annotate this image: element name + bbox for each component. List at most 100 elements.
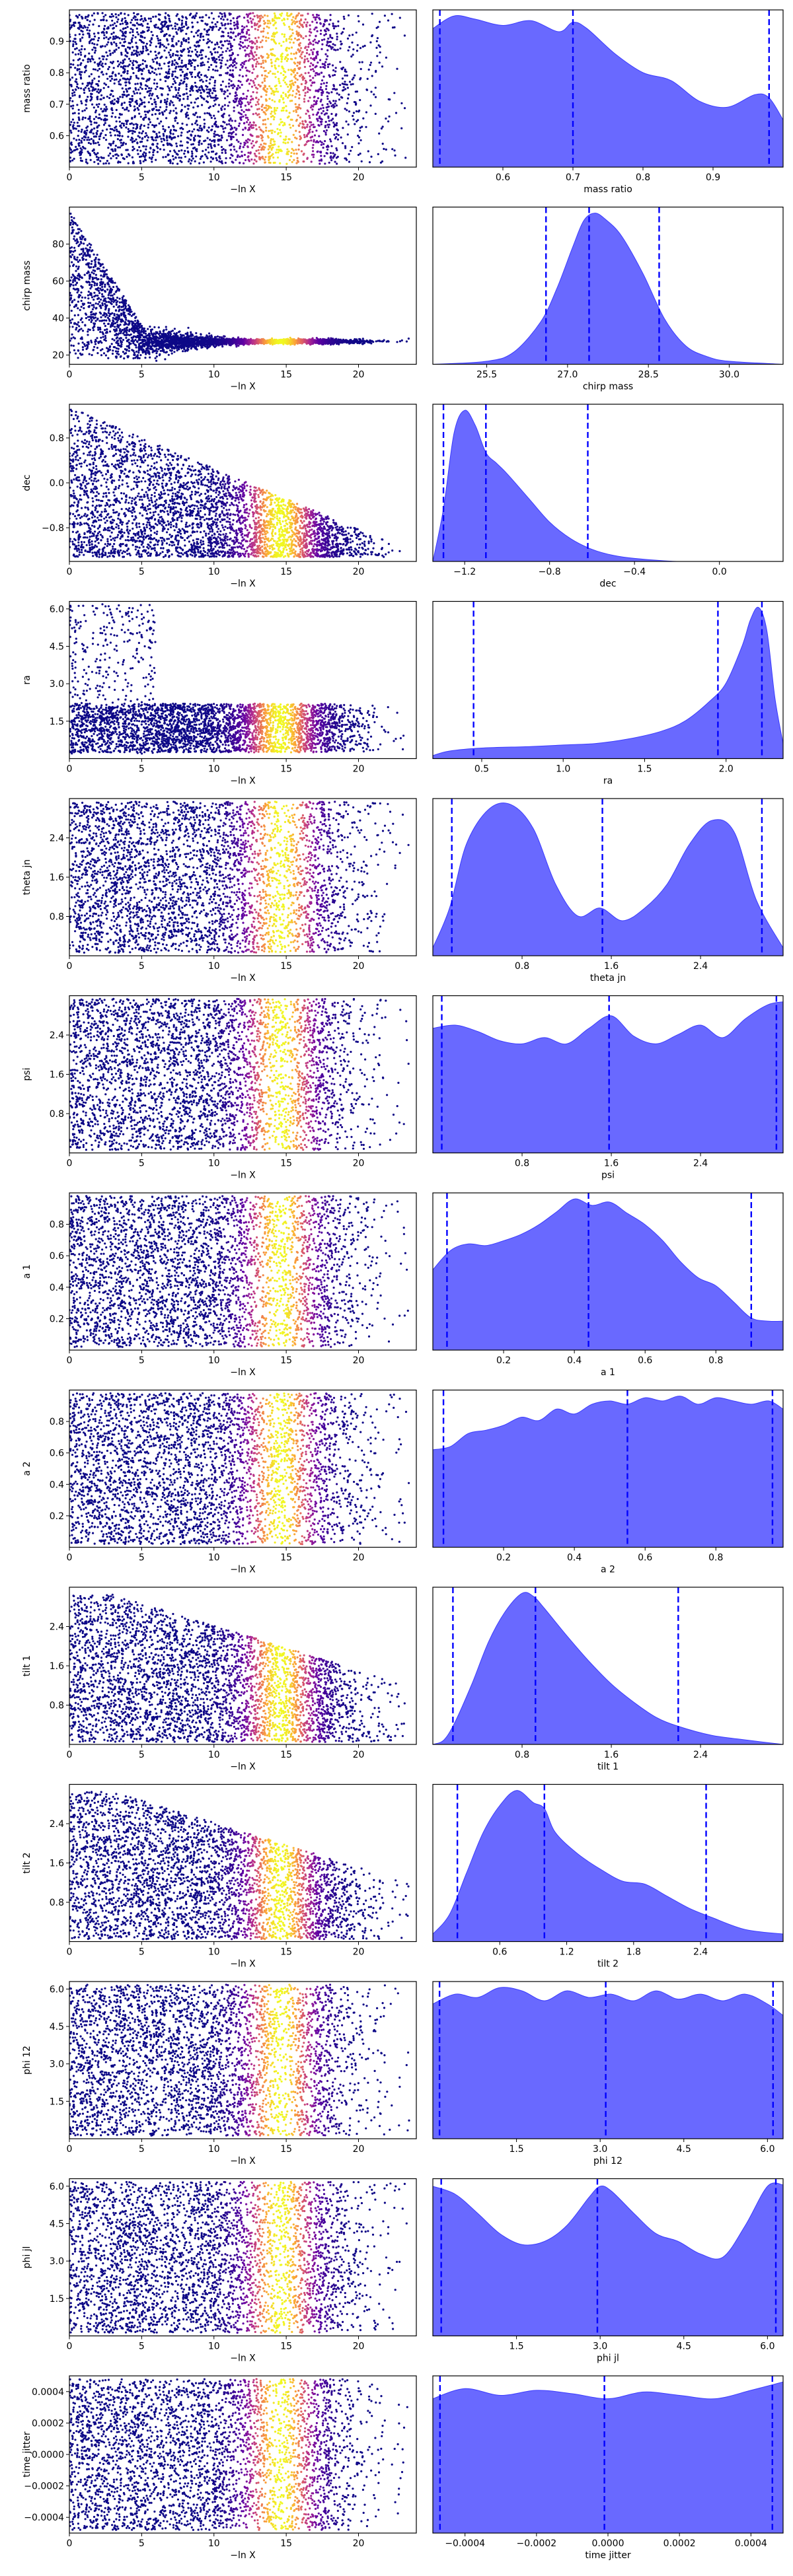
scatter-point (298, 50, 301, 53)
scatter-point (132, 59, 135, 62)
scatter-point (113, 22, 116, 24)
scatter-point (119, 324, 122, 326)
scatter-point (126, 21, 128, 24)
scatter-point (218, 74, 221, 77)
scatter-point (171, 155, 174, 157)
scatter-point (270, 116, 273, 118)
scatter-point (95, 122, 98, 124)
scatter-point (157, 109, 160, 112)
scatter-point (194, 14, 197, 17)
scatter-point (199, 116, 202, 118)
scatter-point (135, 60, 137, 63)
scatter-point (342, 127, 344, 129)
scatter-point (75, 269, 77, 272)
scatter-point (224, 15, 227, 18)
scatter-point (81, 118, 84, 121)
scatter-point (310, 31, 313, 34)
scatter-point (320, 158, 322, 161)
scatter-point (348, 153, 350, 155)
scatter-point (316, 118, 319, 120)
scatter-point (281, 33, 283, 36)
scatter-point (91, 48, 94, 51)
scatter-point (106, 54, 109, 57)
scatter-point (206, 95, 209, 98)
scatter-point (196, 64, 200, 67)
scatter-point (274, 131, 276, 133)
scatter-point (221, 24, 224, 26)
scatter-point (207, 61, 209, 63)
scatter-point (94, 135, 98, 138)
scatter-point (77, 144, 80, 147)
scatter-point (73, 235, 76, 238)
scatter-point (272, 156, 275, 159)
scatter-point (71, 100, 74, 102)
x-tick-label: 20 (353, 172, 365, 183)
scatter-point (110, 143, 112, 145)
scatter-point (181, 122, 184, 125)
scatter-point (122, 61, 125, 63)
scatter-point (169, 162, 172, 164)
scatter-point (156, 85, 159, 88)
scatter-point (323, 38, 326, 41)
scatter-point (262, 35, 264, 38)
scatter-point (89, 316, 91, 318)
scatter-point (93, 61, 96, 64)
scatter-point (165, 46, 168, 49)
scatter-point (89, 20, 91, 22)
scatter-point (287, 57, 289, 60)
scatter-point (88, 75, 91, 78)
scatter-point (284, 75, 287, 78)
scatter-point (217, 139, 220, 142)
scatter-point (148, 87, 151, 89)
scatter-point (231, 69, 235, 72)
scatter-point (236, 156, 239, 159)
scatter-point (260, 65, 262, 68)
scatter-point (297, 61, 299, 64)
scatter-point (308, 38, 311, 41)
scatter-point (344, 88, 347, 90)
scatter-point (112, 60, 114, 63)
scatter-point (344, 157, 348, 160)
scatter-point (111, 100, 114, 102)
scatter-point (247, 103, 250, 106)
scatter-point (235, 23, 237, 26)
scatter-point (145, 47, 148, 50)
scatter-point (151, 143, 154, 145)
scatter-point (79, 51, 82, 54)
scatter-point (78, 49, 81, 52)
scatter-point (115, 157, 118, 159)
scatter-point (282, 141, 285, 144)
scatter-point (71, 51, 74, 54)
scatter-point (297, 106, 300, 109)
scatter-point (254, 155, 257, 157)
scatter-point (297, 38, 300, 41)
scatter-point (102, 157, 105, 159)
scatter-point (315, 41, 317, 44)
scatter-point (169, 136, 171, 139)
scatter-point (116, 20, 119, 23)
scatter-point (308, 30, 311, 33)
scatter-point (270, 92, 273, 95)
scatter-point (190, 150, 194, 153)
scatter-point (184, 63, 188, 66)
scatter-point (122, 304, 125, 306)
scatter-point (297, 90, 300, 93)
scatter-point (129, 31, 132, 34)
scatter-point (255, 96, 258, 99)
scatter-point (85, 69, 87, 72)
scatter-point (134, 36, 137, 38)
scatter-point (355, 102, 358, 105)
scatter-point (198, 139, 201, 142)
scatter-point (334, 25, 336, 28)
scatter-point (109, 127, 112, 130)
scatter-point (261, 46, 264, 48)
scatter-point (86, 244, 89, 246)
scatter-point (321, 92, 324, 94)
scatter-point (136, 142, 139, 145)
scatter-point (87, 141, 90, 144)
scatter-point (192, 157, 194, 160)
scatter-point (228, 114, 231, 117)
scatter-point (213, 145, 216, 147)
scatter-point (109, 52, 112, 55)
scatter-point (105, 73, 108, 75)
